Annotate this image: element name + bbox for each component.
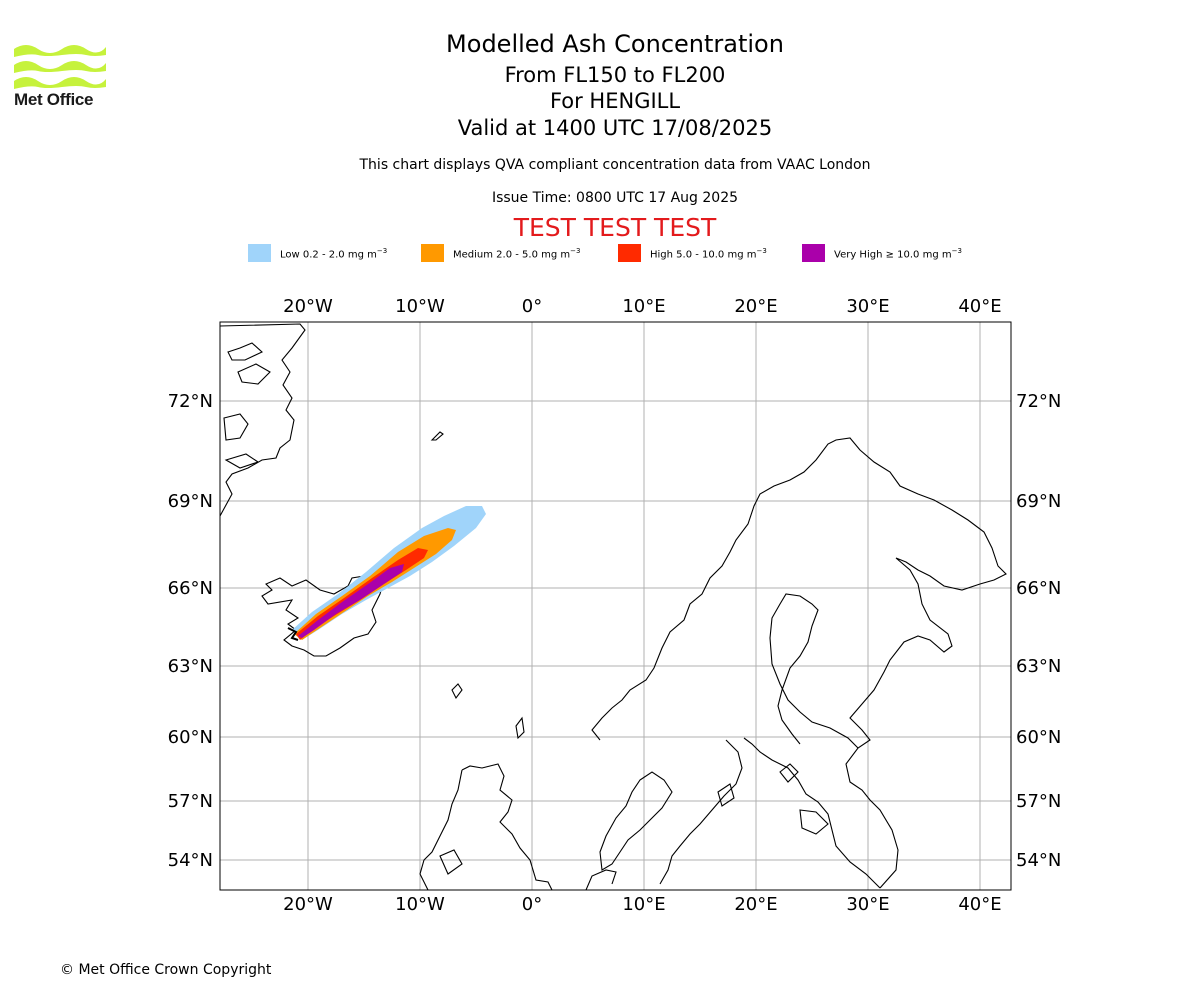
flight-levels: From FL150 to FL200: [504, 63, 726, 87]
lon-label-top: 20°W: [283, 296, 333, 317]
lat-label-right: 63°N: [1016, 656, 1061, 677]
jan-mayen: [430, 431, 444, 441]
legend-unit-exp-high: −3: [756, 247, 767, 255]
qva-subtitle: This chart displays QVA compliant concen…: [359, 157, 871, 173]
lat-label-left: 69°N: [168, 491, 213, 512]
lat-label-right: 54°N: [1016, 850, 1061, 871]
lat-label-left: 66°N: [168, 578, 213, 599]
lon-label-top: 10°W: [395, 296, 445, 317]
lon-label-top: 0°: [522, 296, 542, 317]
met-office-wordmark: Met Office: [14, 90, 94, 109]
lat-label-right: 57°N: [1016, 791, 1061, 812]
issue-time: Issue Time: 0800 UTC 17 Aug 2025: [491, 190, 739, 206]
lon-label-bottom: 0°: [522, 894, 542, 915]
coastlines: [220, 323, 1007, 890]
lon-label-top: 20°E: [734, 296, 777, 317]
test-banner: TEST TEST TEST: [513, 213, 717, 242]
legend-unit-exp-very-high: −3: [951, 247, 962, 255]
lat-label-left: 54°N: [168, 850, 213, 871]
faroe-islands: [451, 683, 463, 700]
lon-label-bottom: 10°E: [622, 894, 665, 915]
volcano-name: For HENGILL: [549, 89, 681, 113]
legend-swatch-medium: [421, 244, 444, 262]
lon-label-bottom: 10°W: [395, 894, 445, 915]
lat-label-left: 57°N: [168, 791, 213, 812]
lat-label-right: 69°N: [1016, 491, 1061, 512]
lon-label-top: 30°E: [846, 296, 889, 317]
scandinavia-coast: [585, 437, 1007, 890]
lat-label-left: 60°N: [168, 727, 213, 748]
legend-unit-exp-medium: −3: [570, 247, 581, 255]
britain-coast: [419, 763, 553, 890]
legend-label-low: Low 0.2 - 2.0 mg m: [280, 249, 377, 261]
lon-label-bottom: 40°E: [958, 894, 1001, 915]
sweden-finland-border: [769, 593, 859, 749]
greenland-coast: [220, 323, 306, 517]
map-gridlines: [220, 322, 1011, 890]
baltic-coast: [659, 737, 881, 889]
legend-label-very-high: Very High ≥ 10.0 mg m: [834, 249, 952, 261]
lon-label-bottom: 20°W: [283, 894, 333, 915]
legend-unit-exp-low: −3: [376, 247, 388, 255]
plume-very-high: [298, 564, 404, 638]
lat-label-right: 60°N: [1016, 727, 1061, 748]
legend-swatch-high: [618, 244, 641, 262]
shetland: [515, 716, 525, 740]
legend-swatch-very-high: [802, 244, 825, 262]
lat-label-right: 66°N: [1016, 578, 1061, 599]
lon-label-bottom: 30°E: [846, 894, 889, 915]
map-frame: [219, 321, 1012, 891]
met-office-logo: [14, 45, 106, 89]
lon-label-bottom: 20°E: [734, 894, 777, 915]
chart-title: Modelled Ash Concentration: [446, 30, 784, 58]
lon-label-top: 40°E: [958, 296, 1001, 317]
iceland-coast: [261, 573, 385, 657]
volcano-marker: [287, 627, 299, 641]
ash-plume: [287, 506, 486, 641]
valid-time: Valid at 1400 UTC 17/08/2025: [457, 116, 773, 140]
lat-label-right: 72°N: [1016, 391, 1061, 412]
legend-swatch-low: [248, 244, 271, 262]
legend-label-medium: Medium 2.0 - 5.0 mg m: [453, 249, 571, 261]
lat-label-left: 72°N: [168, 391, 213, 412]
copyright: © Met Office Crown Copyright: [60, 962, 272, 978]
lat-label-left: 63°N: [168, 656, 213, 677]
legend-label-high: High 5.0 - 10.0 mg m: [650, 249, 757, 261]
lon-label-top: 10°E: [622, 296, 665, 317]
